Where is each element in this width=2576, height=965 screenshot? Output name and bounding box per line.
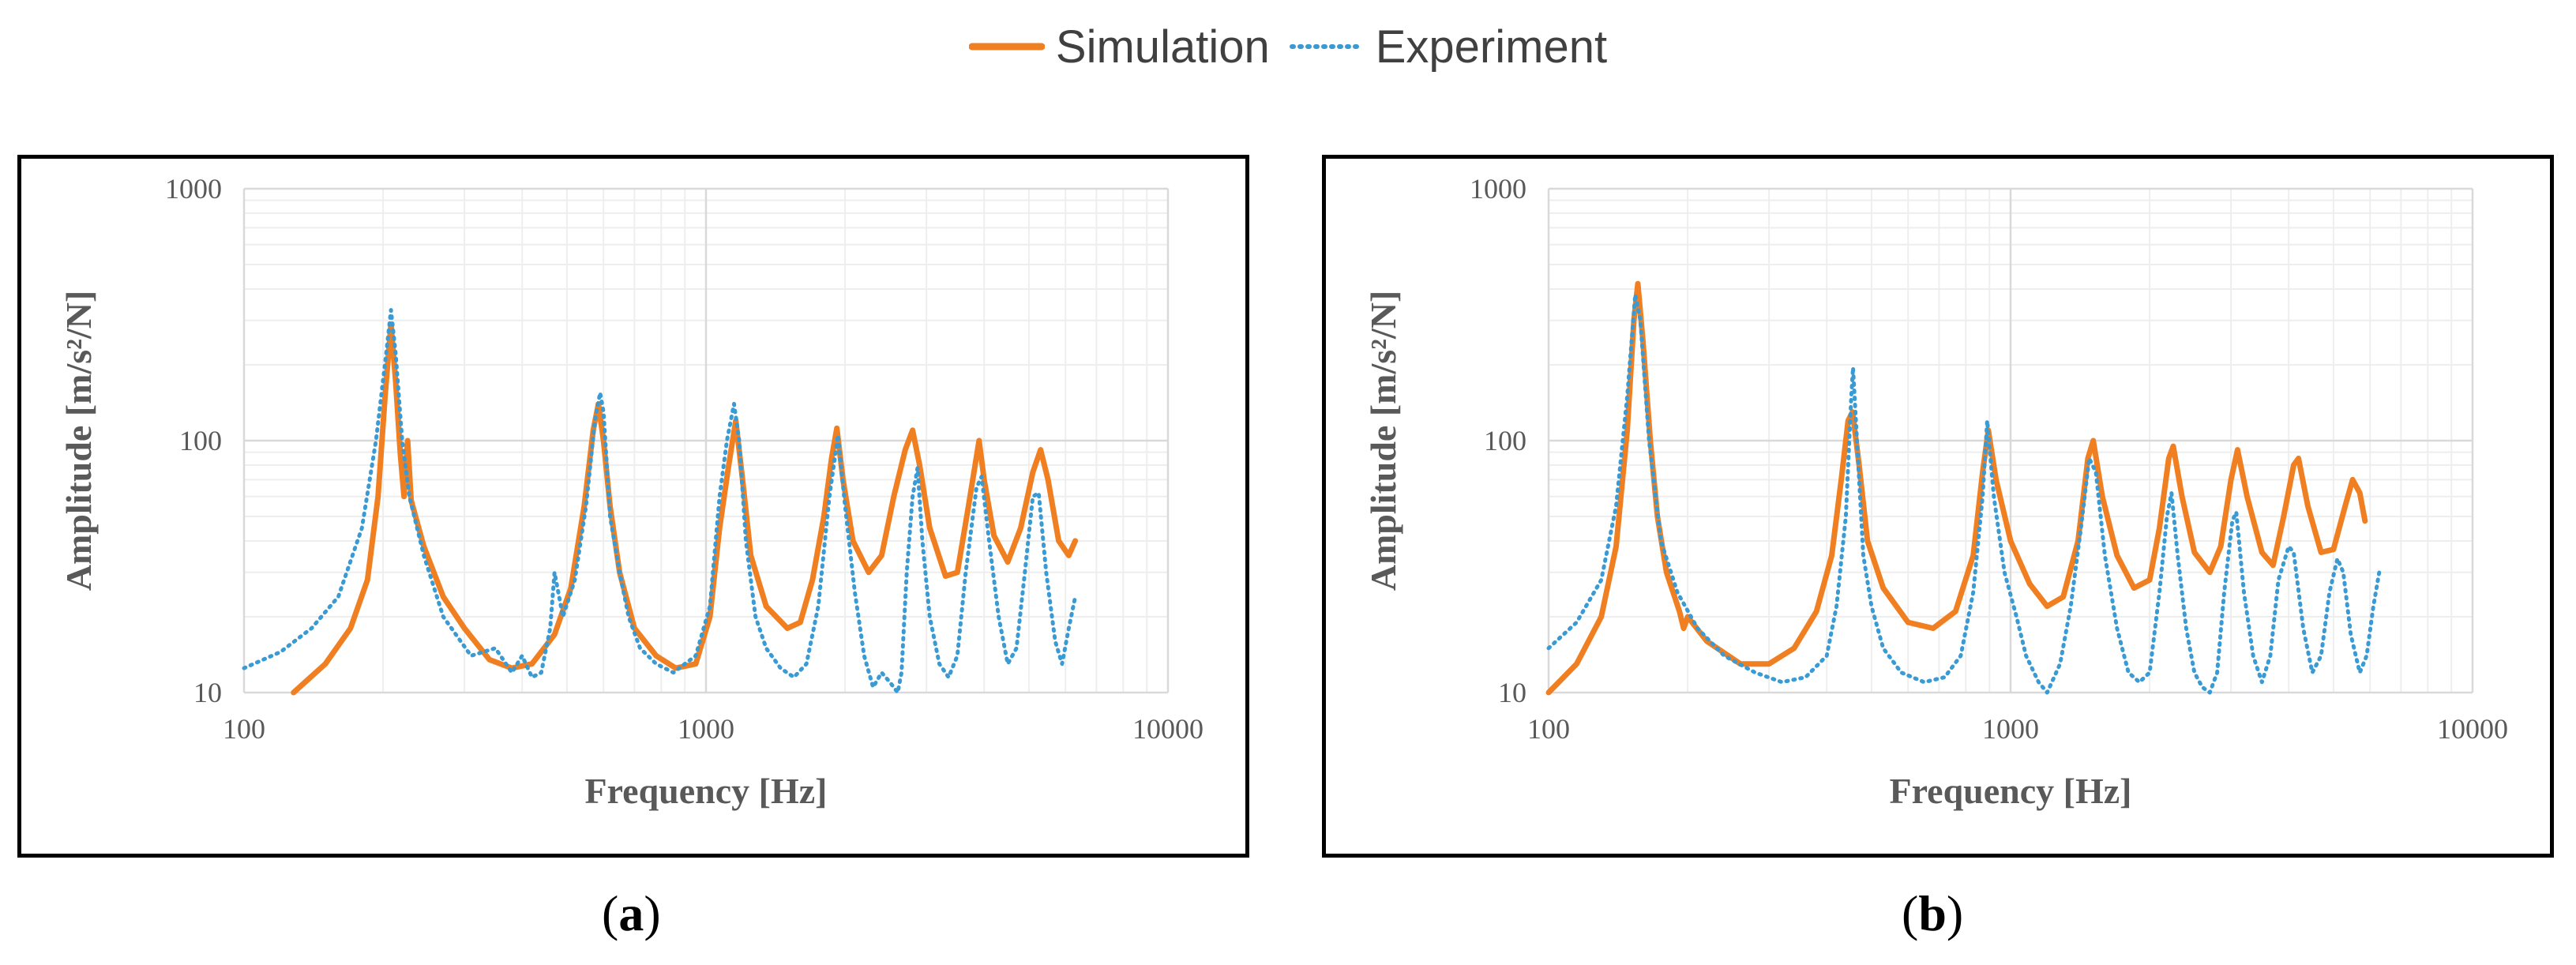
y-tick-label: 10: [193, 677, 222, 708]
legend-item-simulation: Simulation: [968, 21, 1270, 73]
y-tick-label: 10: [1498, 677, 1526, 708]
legend-swatch-experiment: [1289, 44, 1364, 49]
series-line-simulation: [291, 321, 1079, 696]
y-axis-title: Amplitude [m/s²/N]: [58, 291, 99, 591]
grid: [242, 187, 1170, 694]
legend-label-simulation: Simulation: [1055, 21, 1270, 73]
y-tick-label: 1000: [1470, 173, 1526, 205]
y-tick-label: 1000: [165, 173, 222, 205]
subfigure-label-b: (b): [1902, 885, 1964, 941]
legend-label-experiment: Experiment: [1375, 21, 1608, 73]
x-axis-title: Frequency [Hz]: [1889, 771, 2131, 811]
series-line-simulation: [1545, 280, 2368, 696]
x-axis-title: Frequency [Hz]: [584, 771, 827, 811]
legend: Simulation Experiment: [0, 11, 2576, 82]
series-line-experiment: [1546, 292, 2383, 695]
x-tick-label: 1000: [678, 713, 734, 745]
legend-item-experiment: Experiment: [1289, 21, 1607, 73]
x-tick-label: 10000: [2437, 713, 2508, 745]
chart-panel-b: 100 1000 10000 10 100 1000 Frequency [Hz] Ampli…: [1322, 155, 2554, 858]
series-line-experiment: [242, 308, 1078, 695]
legend-swatch-simulation: [968, 43, 1045, 51]
x-tick-label: 100: [223, 713, 265, 745]
chart-panel-a: 100 1000 10000 10 100 1000 Frequency [Hz] Ampli…: [17, 155, 1249, 858]
x-tick-label: 10000: [1132, 713, 1204, 745]
y-tick-label: 100: [1484, 425, 1526, 456]
y-axis-title: Amplitude [m/s²/N]: [1363, 291, 1403, 591]
x-tick-label: 1000: [1982, 713, 2039, 745]
subfigure-label-a: (a): [602, 885, 661, 941]
y-tick-label: 100: [179, 425, 222, 456]
x-tick-label: 100: [1527, 713, 1570, 745]
